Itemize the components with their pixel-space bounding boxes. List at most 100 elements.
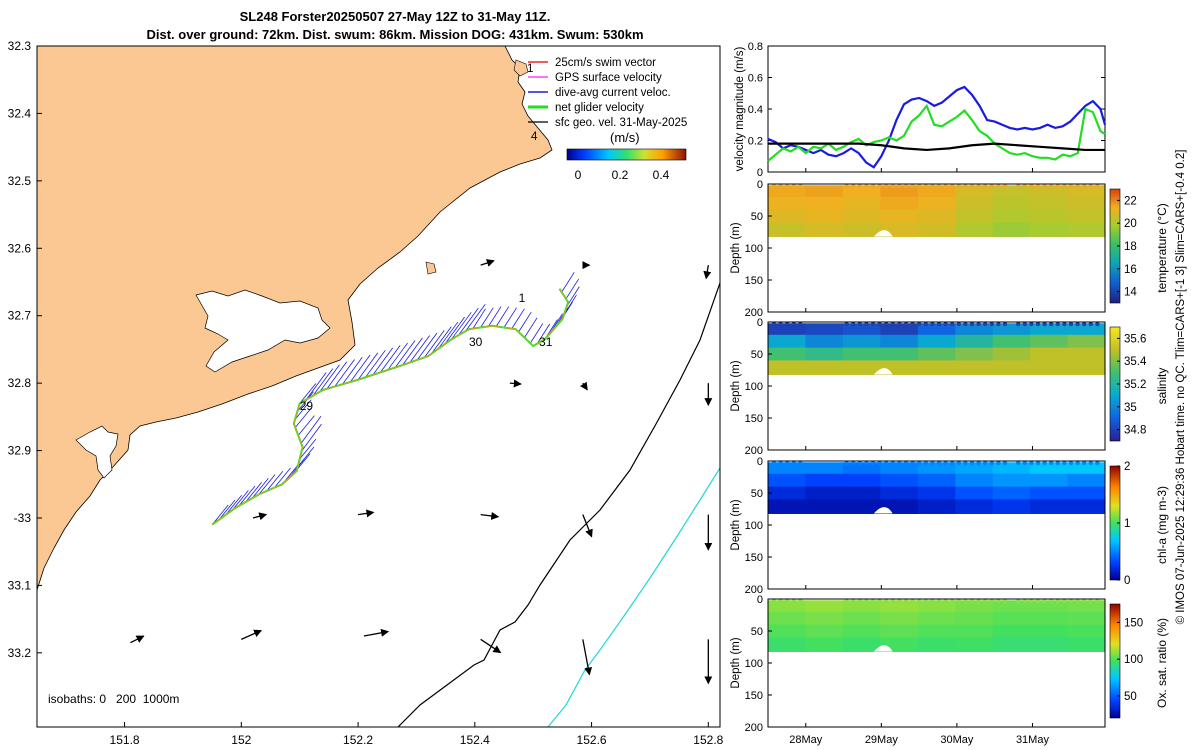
chl-a-section-surface-dot-43	[1055, 460, 1061, 466]
salinity-section-cell-0-6	[992, 323, 1031, 336]
salinity-section-cell-2-7	[1030, 347, 1069, 361]
chl-a-section-panel: 0 50 100 150 200 Depth (m) 0 1 2 chl-a (mg m-3)	[730, 456, 1169, 596]
map-ytick-label-3: 32.6	[8, 241, 32, 255]
temperature-section-surface-dot-16	[877, 183, 882, 189]
dive-avg-vector-34	[297, 415, 315, 436]
salinity-section-surface-dot-1	[778, 321, 783, 327]
oxygen-section-ytick-label-3: 150	[745, 690, 763, 702]
dive-avg-vector-28	[299, 438, 317, 460]
temperature-section-surface-dot-2	[785, 183, 790, 189]
sfc-geo-vector-9	[582, 514, 593, 538]
sfc-geo-vector-12	[241, 629, 263, 640]
temperature-section-cbar-label: temperature (°C)	[1155, 203, 1169, 293]
dive-avg-vector-18	[274, 467, 291, 488]
dive-avg-vector-40	[297, 391, 314, 412]
sfc-geo-vector-15	[582, 639, 593, 676]
chl-a-section-cell-0-6	[992, 462, 1031, 475]
dive-avg-vector-12	[251, 478, 269, 499]
oxygen-section-cell-1-4	[917, 611, 956, 626]
salinity-section-cell-3-8	[1067, 360, 1106, 375]
temperature-section-cell-3-6	[992, 222, 1031, 237]
chl-a-section-surface-dot-27	[950, 460, 955, 466]
map-ytick-label-2: 32.5	[8, 174, 32, 188]
dive-avg-vector-52	[334, 359, 355, 387]
chl-a-section-cell-3-7	[1030, 499, 1069, 514]
chl-a-section-surface-dot-29	[963, 460, 968, 466]
chl-a-section-cell-0-2	[842, 462, 881, 475]
oxygen-section-cell-2-7	[1030, 624, 1069, 638]
oxygen-section-cbar-tick-label-0: 50	[1124, 691, 1137, 703]
chl-a-section-ytick-label-3: 150	[745, 552, 763, 564]
temperature-section-cbar-tick-label-1: 16	[1124, 264, 1137, 276]
salinity-section-surface-dot-18	[890, 321, 895, 327]
chl-a-section-surface-dot-15	[870, 460, 876, 466]
sfc-geo-vector-3	[509, 379, 522, 388]
dive-avg-vector-38	[294, 399, 312, 420]
chl-a-section-cell-2-5	[955, 486, 994, 500]
chl-a-section-cell-2-3	[880, 486, 919, 500]
salinity-section-surface-dot-20	[903, 321, 909, 327]
oxygen-section-cell-0-5	[955, 600, 994, 613]
oxygen-section-ytick-label-4: 200	[745, 722, 763, 734]
salinity-section-surface-dot-46	[1075, 321, 1080, 327]
temperature-section-surface-dot-12	[851, 183, 856, 189]
chl-a-section-cell-1-8	[1067, 473, 1106, 488]
oxygen-section-cell-0-0	[768, 600, 806, 613]
oxygen-section-surface-dot-45	[1068, 598, 1074, 604]
salinity-section-cell-1-6	[992, 334, 1031, 349]
chl-a-section-surface-dot-4	[798, 460, 803, 466]
oxygen-section-surface-dot-31	[976, 598, 981, 604]
chl-a-section-surface-dot-41	[1042, 460, 1047, 466]
velocity-ytick-label-4: 0.8	[748, 41, 763, 53]
chl-a-section-surface-dot-18	[890, 460, 895, 466]
temperature-section-cbar-tick-label-2: 18	[1124, 241, 1137, 253]
salinity-section-cell-2-2	[842, 347, 881, 361]
temperature-section-panel: 0 50 100 150 200 Depth (m) 14 16 18 20 22 temperatu…	[730, 179, 1169, 319]
chl-a-section-surface-dot-44	[1062, 460, 1067, 466]
salinity-section-cbar-tick-label-3: 35.4	[1124, 356, 1147, 368]
oxygen-section-surface-dot-15	[870, 598, 876, 604]
temperature-section-surface-dot-45	[1068, 183, 1074, 189]
temperature-section-cell-2-7	[1030, 209, 1069, 223]
temperature-section-surface-dot-37	[1016, 183, 1021, 189]
sfc-geo-vectors	[130, 259, 713, 685]
chl-a-section-cbar-tick-label-2: 2	[1124, 461, 1130, 473]
dive-avg-vector-80	[437, 321, 459, 350]
temperature-section-surface-dot-19	[897, 183, 902, 189]
chl-a-section-cell-0-3	[880, 462, 919, 475]
chl-a-section-surface-dot-11	[844, 460, 849, 466]
legend-swim-label: 25cm/s swim vector	[555, 57, 656, 69]
dive-avg-vector-10	[245, 482, 262, 503]
salinity-section-surface-dot-43	[1055, 321, 1061, 327]
date-axis: 28May 29May 30May 31May	[789, 168, 1049, 746]
temperature-section-cell-0-1	[805, 185, 844, 198]
salinity-section-cell-2-6	[992, 347, 1031, 361]
chl-a-section-cell-1-7	[1030, 473, 1069, 488]
map-xtick-label-5: 152.8	[693, 733, 723, 747]
salinity-section-surface-dot-30	[969, 321, 975, 327]
dive-avg-vector-8	[238, 485, 256, 507]
legend-gps-label: GPS surface velocity	[555, 72, 662, 84]
chl-a-section-bathy-notch	[873, 507, 893, 514]
temperature-section-cell-0-2	[842, 185, 881, 198]
map-island-2	[425, 261, 437, 275]
dive-avg-vector-6	[231, 490, 249, 511]
dive-avg-vector-78	[431, 326, 452, 354]
salinity-section-cbar-tick-label-0: 34.8	[1124, 425, 1146, 437]
oxygen-section-surface-dot-42	[1049, 598, 1054, 604]
salinity-section-cell-0-3	[880, 323, 919, 336]
salinity-section-cell-3-1	[805, 360, 844, 375]
chl-a-section-cell-1-6	[992, 473, 1031, 488]
oxygen-section-surface-dot-3	[791, 598, 796, 604]
salinity-section-surface-dot-17	[884, 321, 889, 327]
dive-avg-vector-46	[312, 368, 334, 396]
sfc-geo-vector-13	[363, 628, 390, 637]
oxygen-section-cell-2-8	[1067, 624, 1106, 638]
salinity-section-surface-dot-15	[870, 321, 876, 327]
velocity-ytick-label-3: 0.6	[748, 73, 763, 85]
track-colorbar-tick-0: 0	[575, 168, 582, 182]
oxygen-section-surface-dot-21	[910, 598, 915, 604]
temperature-section-cell-2-0	[768, 209, 806, 223]
temperature-section-cell-2-8	[1067, 209, 1106, 223]
chl-a-section-surface-dot-42	[1049, 460, 1054, 466]
